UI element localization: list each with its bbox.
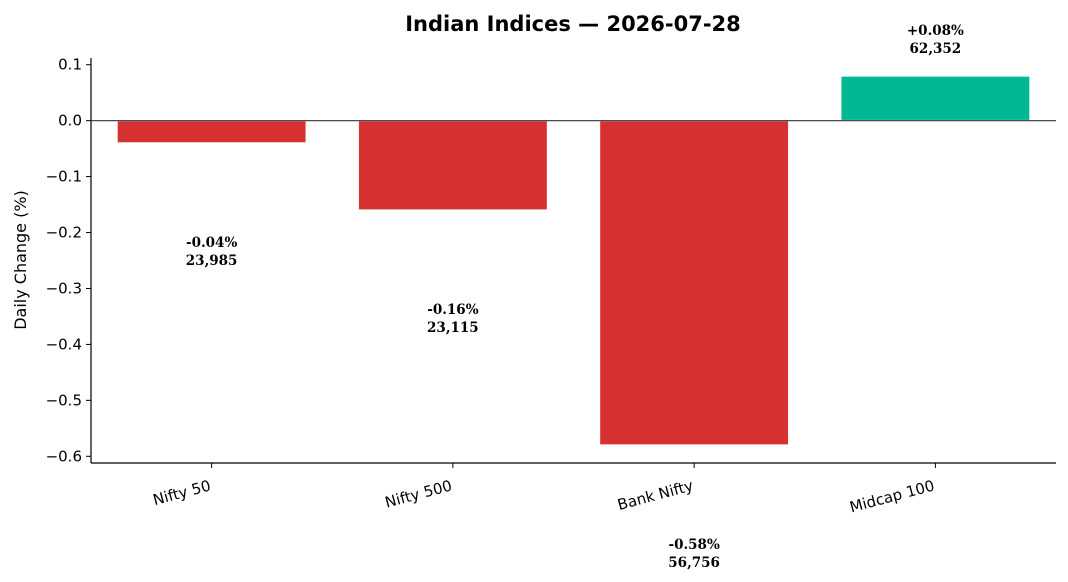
x-tick-label: Bank Nifty [616,476,696,514]
x-tick-label: Nifty 500 [383,476,454,511]
chart-title: Indian Indices — 2026-07-28 [405,12,741,36]
data-label-level: 62,352 [910,41,962,57]
data-label-level: 23,985 [186,253,238,269]
y-tick-label: 0.0 [58,112,82,130]
bar [116,119,308,144]
y-tick-label: −0.3 [46,279,82,297]
y-axis: 0.1 0.0 −0.1 −0.2 −0.3 −0.4 −0.5 −0.6 [46,56,92,465]
y-axis-label: Daily Change (%) [11,190,30,330]
y-tick-label: 0.1 [58,56,82,74]
data-label-level: 23,115 [427,320,479,336]
x-tick-label: Midcap 100 [848,476,937,516]
y-tick-label: −0.1 [46,168,82,186]
bars [91,75,1056,446]
bar [839,75,1031,122]
data-label-change: -0.04% [186,235,237,251]
x-tick-label: Nifty 50 [151,476,213,509]
data-label-change: -0.58% [668,537,719,553]
x-axis: Nifty 50 Nifty 500 Bank Nifty Midcap 100 [91,462,1056,516]
y-tick-label: −0.2 [46,224,82,242]
bar [598,119,790,446]
bar [357,119,549,211]
data-label-change: +0.08% [907,23,964,39]
data-labels: -0.04% 23,985 -0.16% 23,115 -0.58% 56,756 +0.0… [186,23,964,571]
y-tick-label: −0.6 [46,447,82,465]
y-tick-label: −0.5 [46,391,82,409]
y-tick-label: −0.4 [46,335,82,353]
data-label-change: -0.16% [427,302,478,318]
data-label-level: 56,756 [668,555,720,571]
